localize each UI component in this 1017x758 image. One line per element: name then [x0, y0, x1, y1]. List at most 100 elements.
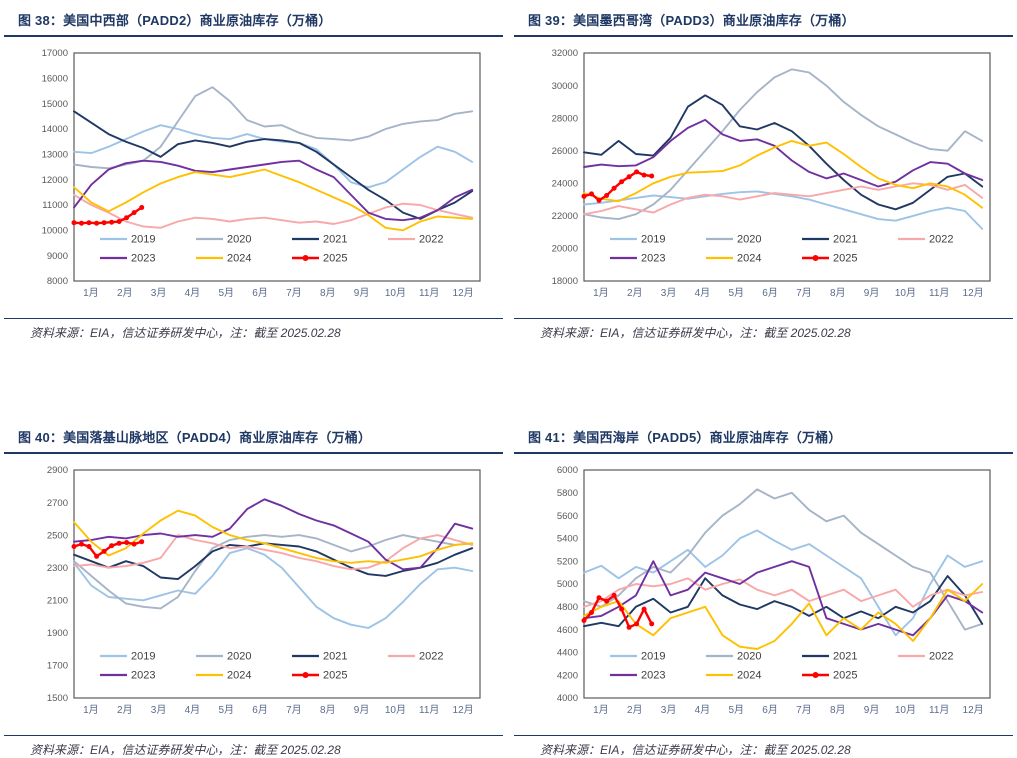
- legend-label-2025: 2025: [323, 670, 347, 682]
- figure-38-chart-wrap: 17000 16000 15000 14000 13000 12000 11000 10000…: [4, 37, 503, 312]
- x-axis-tick-label: 12月: [963, 287, 984, 299]
- y-axis-tick-label: 32000: [552, 48, 578, 59]
- x-axis-tick-label: 3月: [661, 287, 677, 299]
- x-axis-tick-label: 5月: [728, 704, 744, 716]
- series-marker-2025: [116, 219, 122, 224]
- series-line-2019: [583, 529, 984, 637]
- x-axis-tick-label: 4月: [695, 287, 711, 299]
- series-marker-2025: [86, 220, 92, 226]
- series-line-2025: [582, 594, 653, 629]
- x-axis-tick-label: 3月: [661, 704, 677, 716]
- series-marker-2025: [109, 219, 115, 225]
- series-marker-2025: [589, 610, 594, 615]
- plot-border: [73, 52, 481, 282]
- x-axis-tick-label: 6月: [252, 287, 268, 299]
- y-axis-tick-label: 4600: [557, 625, 578, 636]
- y-axis-tick-label: 2900: [47, 465, 68, 476]
- legend-marker-2025: [302, 672, 309, 678]
- figure-38-chart-canvas: 17000 16000 15000 14000 13000 12000 11000 10000…: [42, 48, 481, 299]
- y-axis-tick-label: 2700: [47, 498, 68, 509]
- figure-41-source: 资料来源：EIA，信达证券研发中心，注：截至 2025.02.28: [514, 735, 1013, 758]
- series-marker-2025: [589, 191, 594, 197]
- x-axis-tick-label: 7月: [796, 287, 812, 299]
- x-axis-tick-label: 9月: [864, 704, 880, 716]
- report-page: 图 38：美国中西部（PADD2）商业原油库存（万桶） 17000 16000 15…: [4, 13, 1013, 757]
- series-marker-2025: [634, 169, 640, 175]
- series-line-2022: [73, 534, 474, 571]
- legend-label-2021: 2021: [833, 234, 857, 246]
- x-axis-tick-label: 2月: [627, 704, 643, 716]
- series-line-2023: [583, 560, 984, 637]
- x-axis-tick-label: 8月: [320, 287, 336, 299]
- series-marker-2025: [109, 543, 115, 549]
- legend-label-2023: 2023: [641, 253, 665, 265]
- x-axis-tick-label: 6月: [762, 287, 778, 299]
- legend-label-2023: 2023: [131, 670, 155, 682]
- series-marker-2025: [611, 592, 617, 598]
- y-axis-tick-label: 26000: [552, 146, 578, 157]
- series-marker-2025: [611, 185, 617, 191]
- legend-label-2022: 2022: [419, 234, 443, 246]
- series-marker-2025: [649, 173, 655, 179]
- legend-label-2020: 2020: [227, 234, 251, 246]
- x-axis-tick-label: 8月: [830, 287, 846, 299]
- series-marker-2025: [124, 540, 130, 545]
- series-marker-2025: [116, 540, 122, 546]
- legend-label-2025: 2025: [833, 670, 857, 682]
- series-marker-2025: [641, 606, 647, 612]
- x-axis-tick-label: 2月: [627, 287, 643, 299]
- y-axis-tick-label: 15000: [42, 99, 68, 110]
- figure-39-title: 图 39：美国墨西哥湾（PADD3）商业原油库存（万桶）: [514, 6, 1013, 37]
- y-axis-tick-label: 11000: [42, 200, 68, 211]
- x-axis-tick-label: 12月: [453, 287, 474, 299]
- plot-border: [583, 52, 991, 282]
- series-marker-2025: [649, 621, 655, 627]
- y-axis-tick-label: 1500: [47, 693, 68, 704]
- figure-39-chart-wrap: 32000 30000 28000 26000 24000 22000 20000 18000…: [514, 37, 1013, 312]
- x-axis-tick-label: 11月: [419, 704, 439, 716]
- legend-label-2021: 2021: [323, 234, 347, 246]
- series-marker-2025: [131, 541, 137, 547]
- figure-39: 图 39：美国墨西哥湾（PADD3）商业原油库存（万桶） 32000 30000 2…: [514, 6, 1013, 341]
- legend-label-2023: 2023: [131, 253, 155, 265]
- series-marker-2025: [71, 544, 77, 549]
- y-axis-tick-label: 24000: [552, 178, 578, 189]
- figure-38: 图 38：美国中西部（PADD2）商业原油库存（万桶） 17000 16000 15…: [4, 6, 503, 341]
- plot-border: [73, 469, 481, 699]
- y-axis-tick-label: 9000: [47, 251, 68, 262]
- series-marker-2025: [101, 548, 107, 554]
- x-axis-tick-label: 12月: [453, 704, 474, 716]
- x-axis-tick-label: 4月: [185, 704, 201, 716]
- y-axis-tick-label: 1700: [47, 661, 68, 672]
- figure-40-chart-wrap: 2900 2700 2500 2300 2100 1900 1700 1500 1月 2月 3月 4月…: [4, 454, 503, 729]
- legend-label-2022: 2022: [929, 234, 953, 246]
- series-line-2024: [583, 583, 984, 650]
- series-marker-2025: [626, 174, 632, 180]
- legend-marker-2025: [812, 672, 819, 678]
- x-axis-tick-label: 1月: [593, 287, 609, 299]
- y-axis-tick-label: 6000: [557, 465, 578, 476]
- series-marker-2025: [94, 220, 100, 226]
- y-axis-tick-label: 13000: [42, 150, 68, 161]
- x-axis-tick-label: 10月: [385, 704, 406, 716]
- y-axis-tick-label: 10000: [42, 226, 68, 237]
- x-axis-tick-label: 5月: [218, 287, 234, 299]
- series-marker-2025: [139, 539, 145, 545]
- y-axis-tick-label: 18000: [552, 276, 578, 287]
- x-axis-tick-label: 6月: [762, 704, 778, 716]
- legend-label-2023: 2023: [641, 670, 665, 682]
- series-marker-2025: [101, 220, 107, 226]
- legend-label-2025: 2025: [833, 253, 857, 265]
- figure-41: 图 41：美国西海岸（PADD5）商业原油库存（万桶） 6000 5800 5600…: [514, 423, 1013, 758]
- y-axis-tick-label: 4400: [557, 648, 578, 659]
- legend-label-2019: 2019: [641, 234, 665, 246]
- figure-grid: 图 38：美国中西部（PADD2）商业原油库存（万桶） 17000 16000 15…: [4, 6, 1013, 758]
- legend-label-2024: 2024: [737, 670, 761, 682]
- y-axis-tick-label: 5000: [557, 579, 578, 590]
- y-axis-tick-label: 2100: [47, 595, 68, 606]
- legend-label-2024: 2024: [227, 253, 251, 265]
- x-axis-tick-label: 4月: [185, 287, 201, 299]
- figure-38-source: 资料来源：EIA，信达证券研发中心，注：截至 2025.02.28: [4, 318, 503, 341]
- figure-41-chart-canvas: 6000 5800 5600 5400 5200 5000 4800 4600 4400 4200…: [557, 465, 991, 716]
- series-marker-2025: [604, 193, 610, 198]
